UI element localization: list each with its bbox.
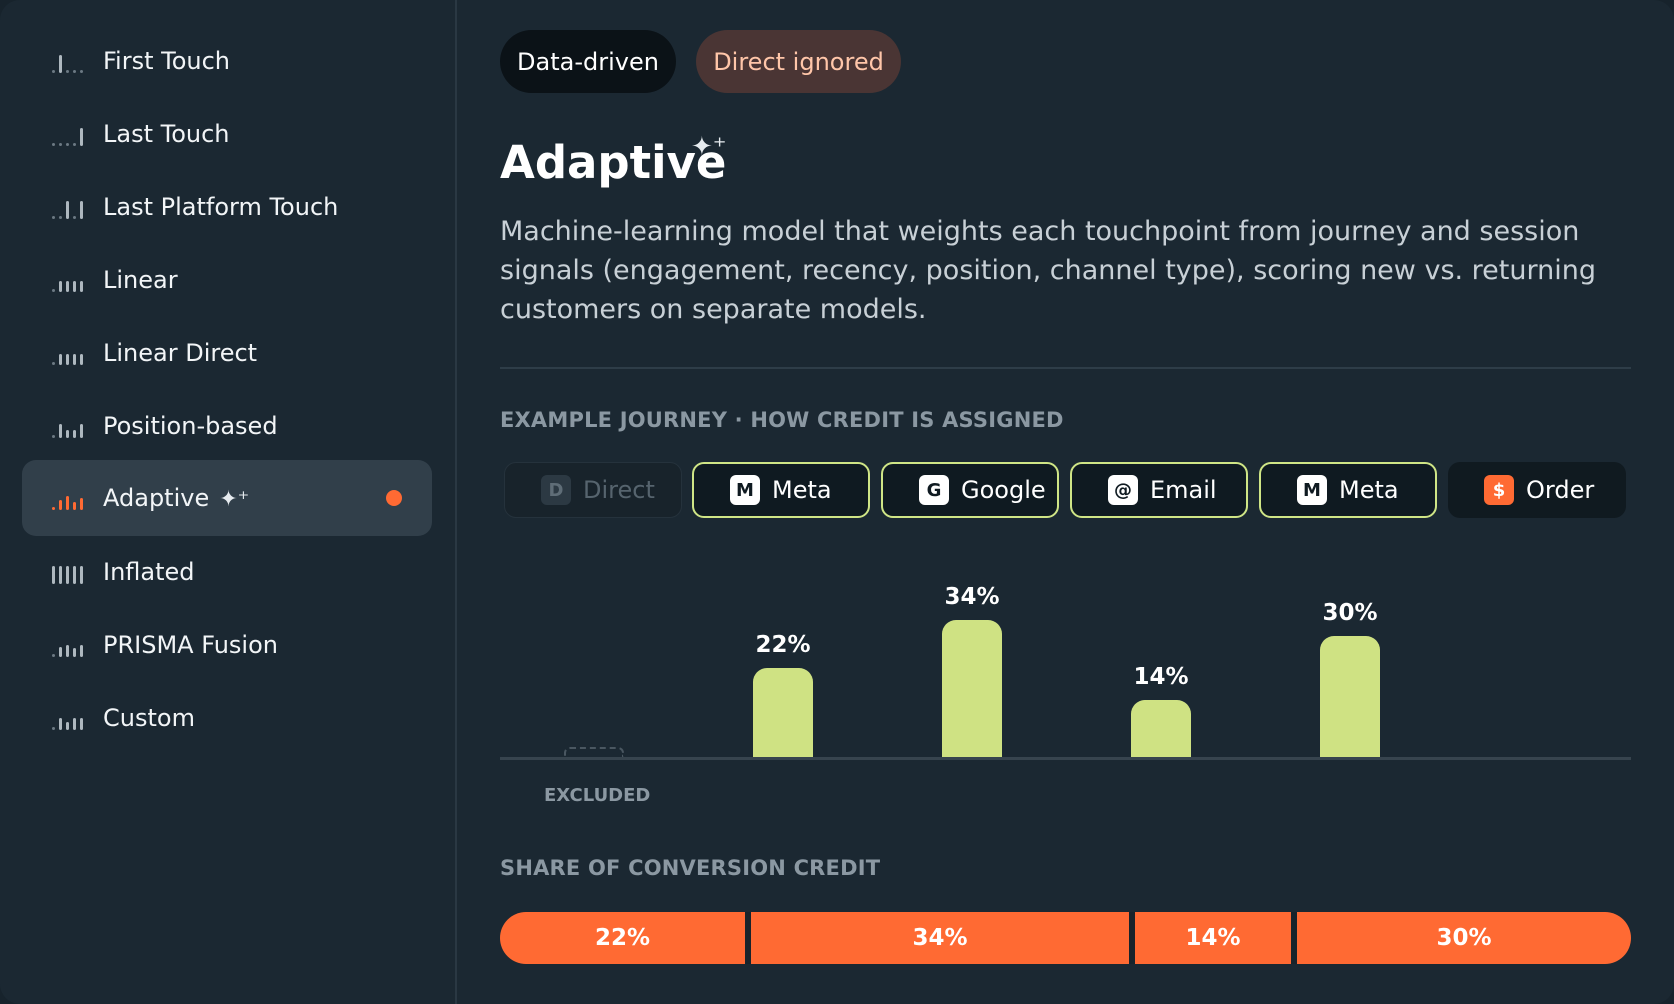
credit-bar-chart: 22% 34% 14% 30% xyxy=(500,560,1631,760)
credit-bar-value-label: 22% xyxy=(755,632,811,658)
sidebar-item-custom[interactable]: Custom xyxy=(22,680,432,756)
sparkle-icon: ✦⁺ xyxy=(691,132,727,162)
meta-channel-icon: M xyxy=(730,475,760,505)
sidebar-item-adaptive[interactable]: Adaptive ✦⁺ xyxy=(22,460,432,536)
model-type-tag: Data-driven xyxy=(500,30,676,93)
selected-indicator-dot xyxy=(386,490,402,506)
meta-channel-icon: M xyxy=(1297,475,1327,505)
touchpoint-google: G Google xyxy=(881,462,1059,518)
share-section-label: SHARE OF CONVERSION CREDIT xyxy=(500,856,881,880)
sidebar-item-label: Linear Direct xyxy=(103,339,258,367)
touchpoint-direct: D Direct xyxy=(504,462,682,518)
position-based-bars-icon xyxy=(52,414,90,438)
credit-bar-value-label: 34% xyxy=(944,584,1000,610)
direct-channel-icon: D xyxy=(541,475,571,505)
sidebar-item-label: First Touch xyxy=(103,47,231,75)
custom-bars-icon xyxy=(52,706,90,730)
section-divider xyxy=(500,367,1631,369)
sidebar-item-label: PRISMA Fusion xyxy=(103,631,278,659)
conversion-credit-share-bar: 22% 34% 14% 30% xyxy=(500,912,1631,964)
sidebar-item-linear-direct[interactable]: Linear Direct xyxy=(22,315,432,391)
touchpoint-label: Meta xyxy=(1339,476,1399,504)
touchpoint-label: Order xyxy=(1526,476,1595,504)
order-dollar-icon: $ xyxy=(1484,475,1514,505)
excluded-bar-placeholder xyxy=(564,747,624,757)
sidebar-item-label: Last Platform Touch xyxy=(103,193,339,221)
sidebar-item-last-platform-touch[interactable]: Last Platform Touch xyxy=(22,169,432,245)
journey-section-label: EXAMPLE JOURNEY · HOW CREDIT IS ASSIGNED xyxy=(500,408,1064,432)
google-channel-icon: G xyxy=(919,475,949,505)
credit-bar-value-label: 30% xyxy=(1322,600,1378,626)
sidebar-item-label: Position-based xyxy=(103,412,278,440)
adaptive-bars-icon xyxy=(52,486,90,510)
excluded-label: EXCLUDED xyxy=(544,785,651,806)
sidebar-item-label: Adaptive ✦⁺ xyxy=(103,484,250,512)
sidebar-item-prisma-fusion[interactable]: PRISMA Fusion xyxy=(22,607,432,683)
sidebar-item-label: Linear xyxy=(103,266,178,294)
credit-share-segment: 14% xyxy=(1135,912,1291,964)
sidebar-item-position-based[interactable]: Position-based xyxy=(22,388,432,464)
attribution-model-sidebar: First Touch Last Touch Last Platform Tou… xyxy=(0,0,457,1004)
credit-bar xyxy=(942,620,1002,757)
touchpoint-meta: M Meta xyxy=(1259,462,1437,518)
credit-bar-value-label: 14% xyxy=(1133,664,1189,690)
model-title: Adaptive xyxy=(500,136,727,189)
prisma-fusion-bars-icon xyxy=(52,633,90,657)
sidebar-item-inflated[interactable]: Inflated xyxy=(22,534,432,610)
touchpoint-email: @ Email xyxy=(1070,462,1248,518)
touchpoint-label: Email xyxy=(1150,476,1217,504)
touchpoint-order: $ Order xyxy=(1448,462,1626,518)
email-channel-icon: @ xyxy=(1108,475,1138,505)
chart-baseline xyxy=(500,757,1631,760)
sidebar-item-first-touch[interactable]: First Touch xyxy=(22,23,432,99)
linear-bars-icon xyxy=(52,268,90,292)
model-detail-panel: Data-driven Direct ignored Adaptive ✦⁺ M… xyxy=(459,0,1674,1004)
touchpoint-meta: M Meta xyxy=(692,462,870,518)
sidebar-item-linear[interactable]: Linear xyxy=(22,242,432,318)
credit-share-segment: 34% xyxy=(751,912,1129,964)
last-platform-touch-bars-icon xyxy=(52,195,90,219)
sidebar-item-label: Custom xyxy=(103,704,195,732)
first-touch-bars-icon xyxy=(52,49,90,73)
direct-ignored-tag: Direct ignored xyxy=(696,30,901,93)
credit-share-segment: 30% xyxy=(1297,912,1631,964)
linear-direct-bars-icon xyxy=(52,341,90,365)
sparkle-icon: ✦⁺ xyxy=(219,487,250,512)
credit-bar xyxy=(1320,636,1380,757)
touchpoint-label: Meta xyxy=(772,476,832,504)
touchpoint-label: Google xyxy=(961,476,1046,504)
model-description: Machine-learning model that weights each… xyxy=(500,216,1596,325)
sidebar-item-last-touch[interactable]: Last Touch xyxy=(22,96,432,172)
last-touch-bars-icon xyxy=(52,122,90,146)
sidebar-item-label: Last Touch xyxy=(103,120,230,148)
credit-bar xyxy=(753,668,813,757)
touchpoint-label: Direct xyxy=(583,476,655,504)
credit-share-segment: 22% xyxy=(500,912,745,964)
sidebar-item-label: Inflated xyxy=(103,558,195,586)
inflated-bars-icon xyxy=(52,560,90,584)
credit-bar xyxy=(1131,700,1191,757)
